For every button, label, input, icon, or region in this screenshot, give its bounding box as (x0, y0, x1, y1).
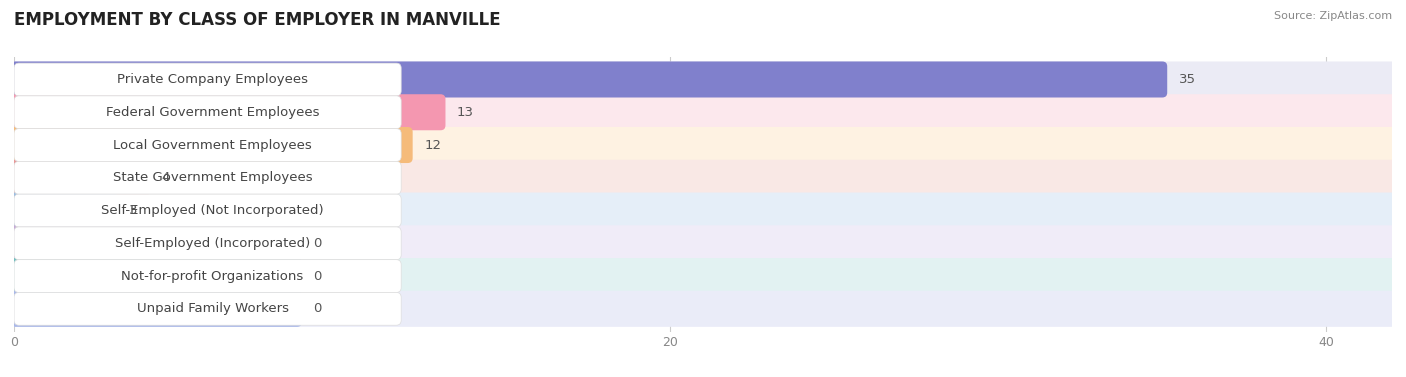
FancyBboxPatch shape (14, 129, 401, 161)
FancyBboxPatch shape (14, 227, 401, 260)
Text: 0: 0 (314, 302, 322, 315)
Text: Unpaid Family Workers: Unpaid Family Workers (136, 302, 288, 315)
Text: 13: 13 (457, 106, 474, 119)
FancyBboxPatch shape (10, 225, 302, 261)
FancyBboxPatch shape (10, 291, 1396, 327)
Text: State Government Employees: State Government Employees (112, 171, 312, 184)
Text: Self-Employed (Incorporated): Self-Employed (Incorporated) (115, 237, 311, 250)
Text: Private Company Employees: Private Company Employees (117, 73, 308, 86)
FancyBboxPatch shape (14, 96, 401, 129)
FancyBboxPatch shape (14, 194, 401, 227)
FancyBboxPatch shape (10, 258, 302, 294)
FancyBboxPatch shape (10, 258, 1396, 294)
FancyBboxPatch shape (10, 94, 1396, 130)
Text: Federal Government Employees: Federal Government Employees (105, 106, 319, 119)
Text: Source: ZipAtlas.com: Source: ZipAtlas.com (1274, 11, 1392, 21)
Text: 35: 35 (1178, 73, 1195, 86)
FancyBboxPatch shape (10, 94, 446, 130)
FancyBboxPatch shape (10, 127, 413, 163)
FancyBboxPatch shape (14, 293, 401, 325)
Text: 4: 4 (162, 171, 170, 184)
FancyBboxPatch shape (10, 127, 1396, 163)
FancyBboxPatch shape (10, 193, 118, 228)
FancyBboxPatch shape (10, 291, 302, 327)
FancyBboxPatch shape (10, 225, 1396, 261)
FancyBboxPatch shape (14, 260, 401, 293)
FancyBboxPatch shape (14, 63, 401, 96)
FancyBboxPatch shape (10, 160, 1396, 196)
FancyBboxPatch shape (10, 160, 150, 196)
Text: 0: 0 (314, 237, 322, 250)
Text: Local Government Employees: Local Government Employees (112, 138, 312, 152)
FancyBboxPatch shape (10, 61, 1396, 98)
Text: EMPLOYMENT BY CLASS OF EMPLOYER IN MANVILLE: EMPLOYMENT BY CLASS OF EMPLOYER IN MANVI… (14, 11, 501, 29)
FancyBboxPatch shape (10, 61, 1167, 98)
Text: 0: 0 (314, 270, 322, 283)
FancyBboxPatch shape (14, 161, 401, 194)
Text: 12: 12 (425, 138, 441, 152)
Text: 3: 3 (129, 204, 138, 217)
Text: Self-Employed (Not Incorporated): Self-Employed (Not Incorporated) (101, 204, 323, 217)
FancyBboxPatch shape (10, 193, 1396, 228)
Text: Not-for-profit Organizations: Not-for-profit Organizations (121, 270, 304, 283)
